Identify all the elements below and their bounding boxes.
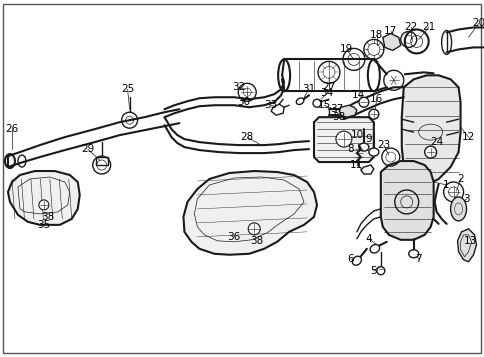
Ellipse shape — [376, 267, 384, 275]
Text: 12: 12 — [461, 132, 474, 142]
Text: 33: 33 — [264, 100, 277, 110]
Ellipse shape — [248, 223, 259, 235]
Text: 29: 29 — [81, 144, 94, 154]
Text: 10: 10 — [349, 130, 363, 140]
Ellipse shape — [369, 245, 379, 253]
Text: 18: 18 — [369, 30, 383, 40]
Text: 24: 24 — [429, 137, 442, 147]
Polygon shape — [313, 117, 373, 162]
Ellipse shape — [352, 256, 361, 265]
Text: 28: 28 — [240, 132, 253, 142]
Ellipse shape — [358, 97, 368, 107]
Text: 26: 26 — [5, 124, 18, 134]
Ellipse shape — [450, 197, 466, 221]
Text: 11: 11 — [349, 160, 363, 170]
Text: 38: 38 — [41, 212, 54, 222]
Ellipse shape — [424, 146, 436, 158]
Ellipse shape — [312, 99, 320, 107]
Ellipse shape — [408, 250, 418, 258]
Text: 19: 19 — [340, 44, 353, 54]
Polygon shape — [401, 75, 460, 184]
Polygon shape — [456, 229, 476, 262]
Ellipse shape — [335, 131, 351, 147]
Text: 23: 23 — [377, 140, 390, 150]
Text: 5: 5 — [370, 266, 377, 276]
Text: 38: 38 — [332, 112, 345, 122]
Polygon shape — [8, 171, 79, 225]
Text: 4: 4 — [365, 234, 371, 244]
Text: 31: 31 — [302, 84, 315, 94]
Text: 38: 38 — [250, 236, 263, 246]
Text: 36: 36 — [227, 232, 241, 242]
Ellipse shape — [39, 200, 49, 210]
Text: 20: 20 — [471, 19, 484, 29]
Text: 16: 16 — [369, 94, 383, 104]
Text: 2: 2 — [456, 174, 463, 184]
Text: 9: 9 — [365, 134, 371, 144]
Ellipse shape — [358, 143, 368, 151]
Text: 21: 21 — [421, 22, 435, 32]
Polygon shape — [360, 165, 373, 174]
Text: 25: 25 — [121, 84, 134, 94]
Polygon shape — [183, 171, 317, 255]
Text: 17: 17 — [383, 26, 396, 36]
Text: 13: 13 — [463, 236, 476, 246]
Text: 27: 27 — [322, 82, 335, 92]
Polygon shape — [380, 161, 433, 240]
Text: 7: 7 — [414, 254, 421, 264]
Text: 34: 34 — [320, 88, 333, 98]
Polygon shape — [271, 104, 284, 115]
Text: 1: 1 — [442, 180, 449, 190]
Ellipse shape — [296, 98, 303, 105]
Polygon shape — [338, 105, 356, 117]
Polygon shape — [382, 34, 400, 50]
Ellipse shape — [368, 109, 378, 119]
Text: 3: 3 — [462, 194, 469, 204]
Text: 32: 32 — [232, 82, 245, 92]
Text: 35: 35 — [37, 220, 50, 230]
Text: 30: 30 — [236, 97, 249, 107]
Text: 15: 15 — [317, 100, 330, 110]
Text: 37: 37 — [330, 104, 343, 114]
Text: 6: 6 — [347, 254, 353, 264]
Text: 14: 14 — [351, 90, 365, 100]
Text: 22: 22 — [403, 22, 417, 32]
Text: 8: 8 — [347, 144, 353, 154]
Ellipse shape — [368, 148, 378, 156]
